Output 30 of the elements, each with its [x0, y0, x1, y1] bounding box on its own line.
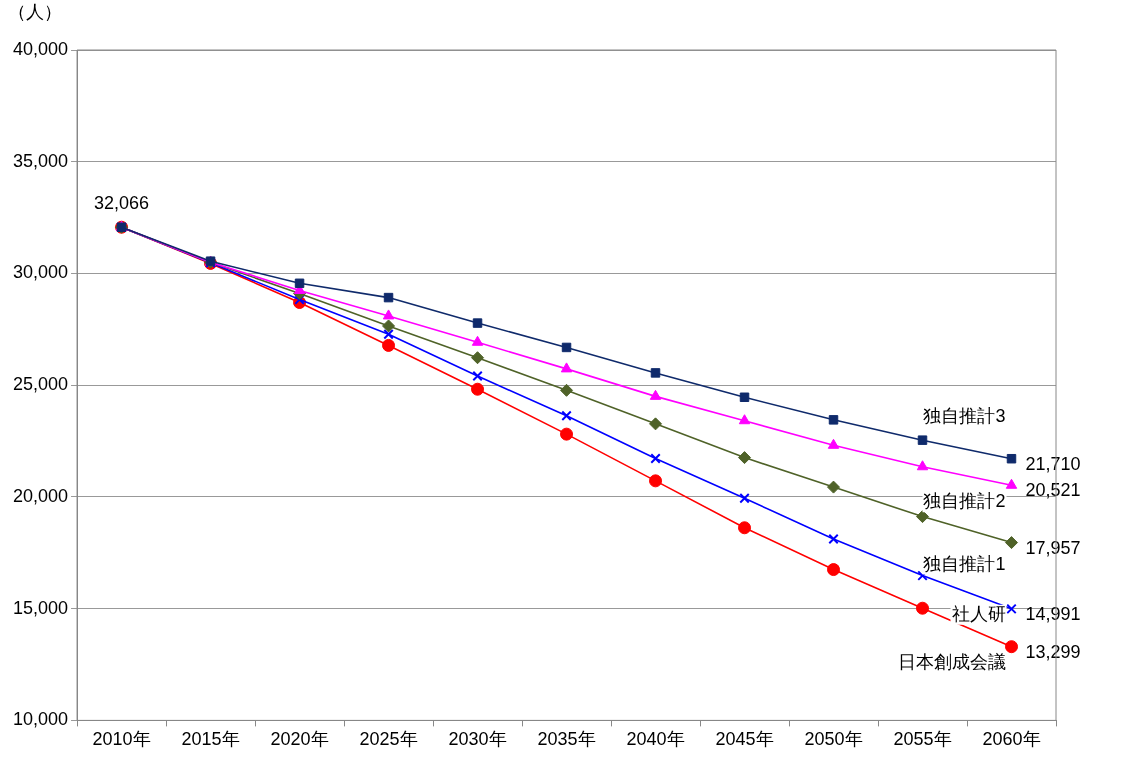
x-tick-label: 2010年 — [92, 729, 151, 750]
series-label: 社人研 — [951, 603, 1006, 624]
y-tick-label: 25,000 — [12, 374, 69, 395]
x-tick-label: 2030年 — [448, 729, 507, 750]
y-tick-label: 40,000 — [12, 38, 69, 59]
x-tick-label: 2035年 — [537, 729, 596, 750]
x-tick-label: 2025年 — [359, 729, 418, 750]
x-tick-label: 2050年 — [804, 729, 863, 750]
x-tick-label: 2055年 — [893, 729, 952, 750]
y-tick-label: 15,000 — [12, 597, 69, 618]
data-label: 14,991 — [1025, 603, 1081, 624]
data-label: 21,710 — [1025, 453, 1081, 474]
x-tick-label: 2060年 — [982, 729, 1041, 750]
x-tick-label: 2045年 — [715, 729, 774, 750]
y-tick-label: 20,000 — [12, 485, 69, 506]
y-tick-label: 30,000 — [12, 262, 69, 283]
x-tick-label: 2015年 — [181, 729, 240, 750]
series-label: 独自推計3 — [923, 405, 1006, 426]
y-axis-title: （人） — [8, 1, 62, 22]
data-label: 17,957 — [1025, 537, 1081, 558]
y-tick-label: 10,000 — [12, 709, 69, 730]
x-tick-label: 2040年 — [626, 729, 685, 750]
data-label: 13,299 — [1025, 641, 1081, 662]
y-tick-label: 35,000 — [12, 150, 69, 171]
data-label: 32,066 — [94, 193, 150, 214]
x-tick-label: 2020年 — [270, 729, 329, 750]
series-label: 日本創成会議 — [897, 651, 1006, 672]
data-label: 20,521 — [1025, 480, 1081, 501]
series-label: 独自推計1 — [923, 553, 1006, 574]
series-label: 独自推計2 — [923, 491, 1006, 512]
